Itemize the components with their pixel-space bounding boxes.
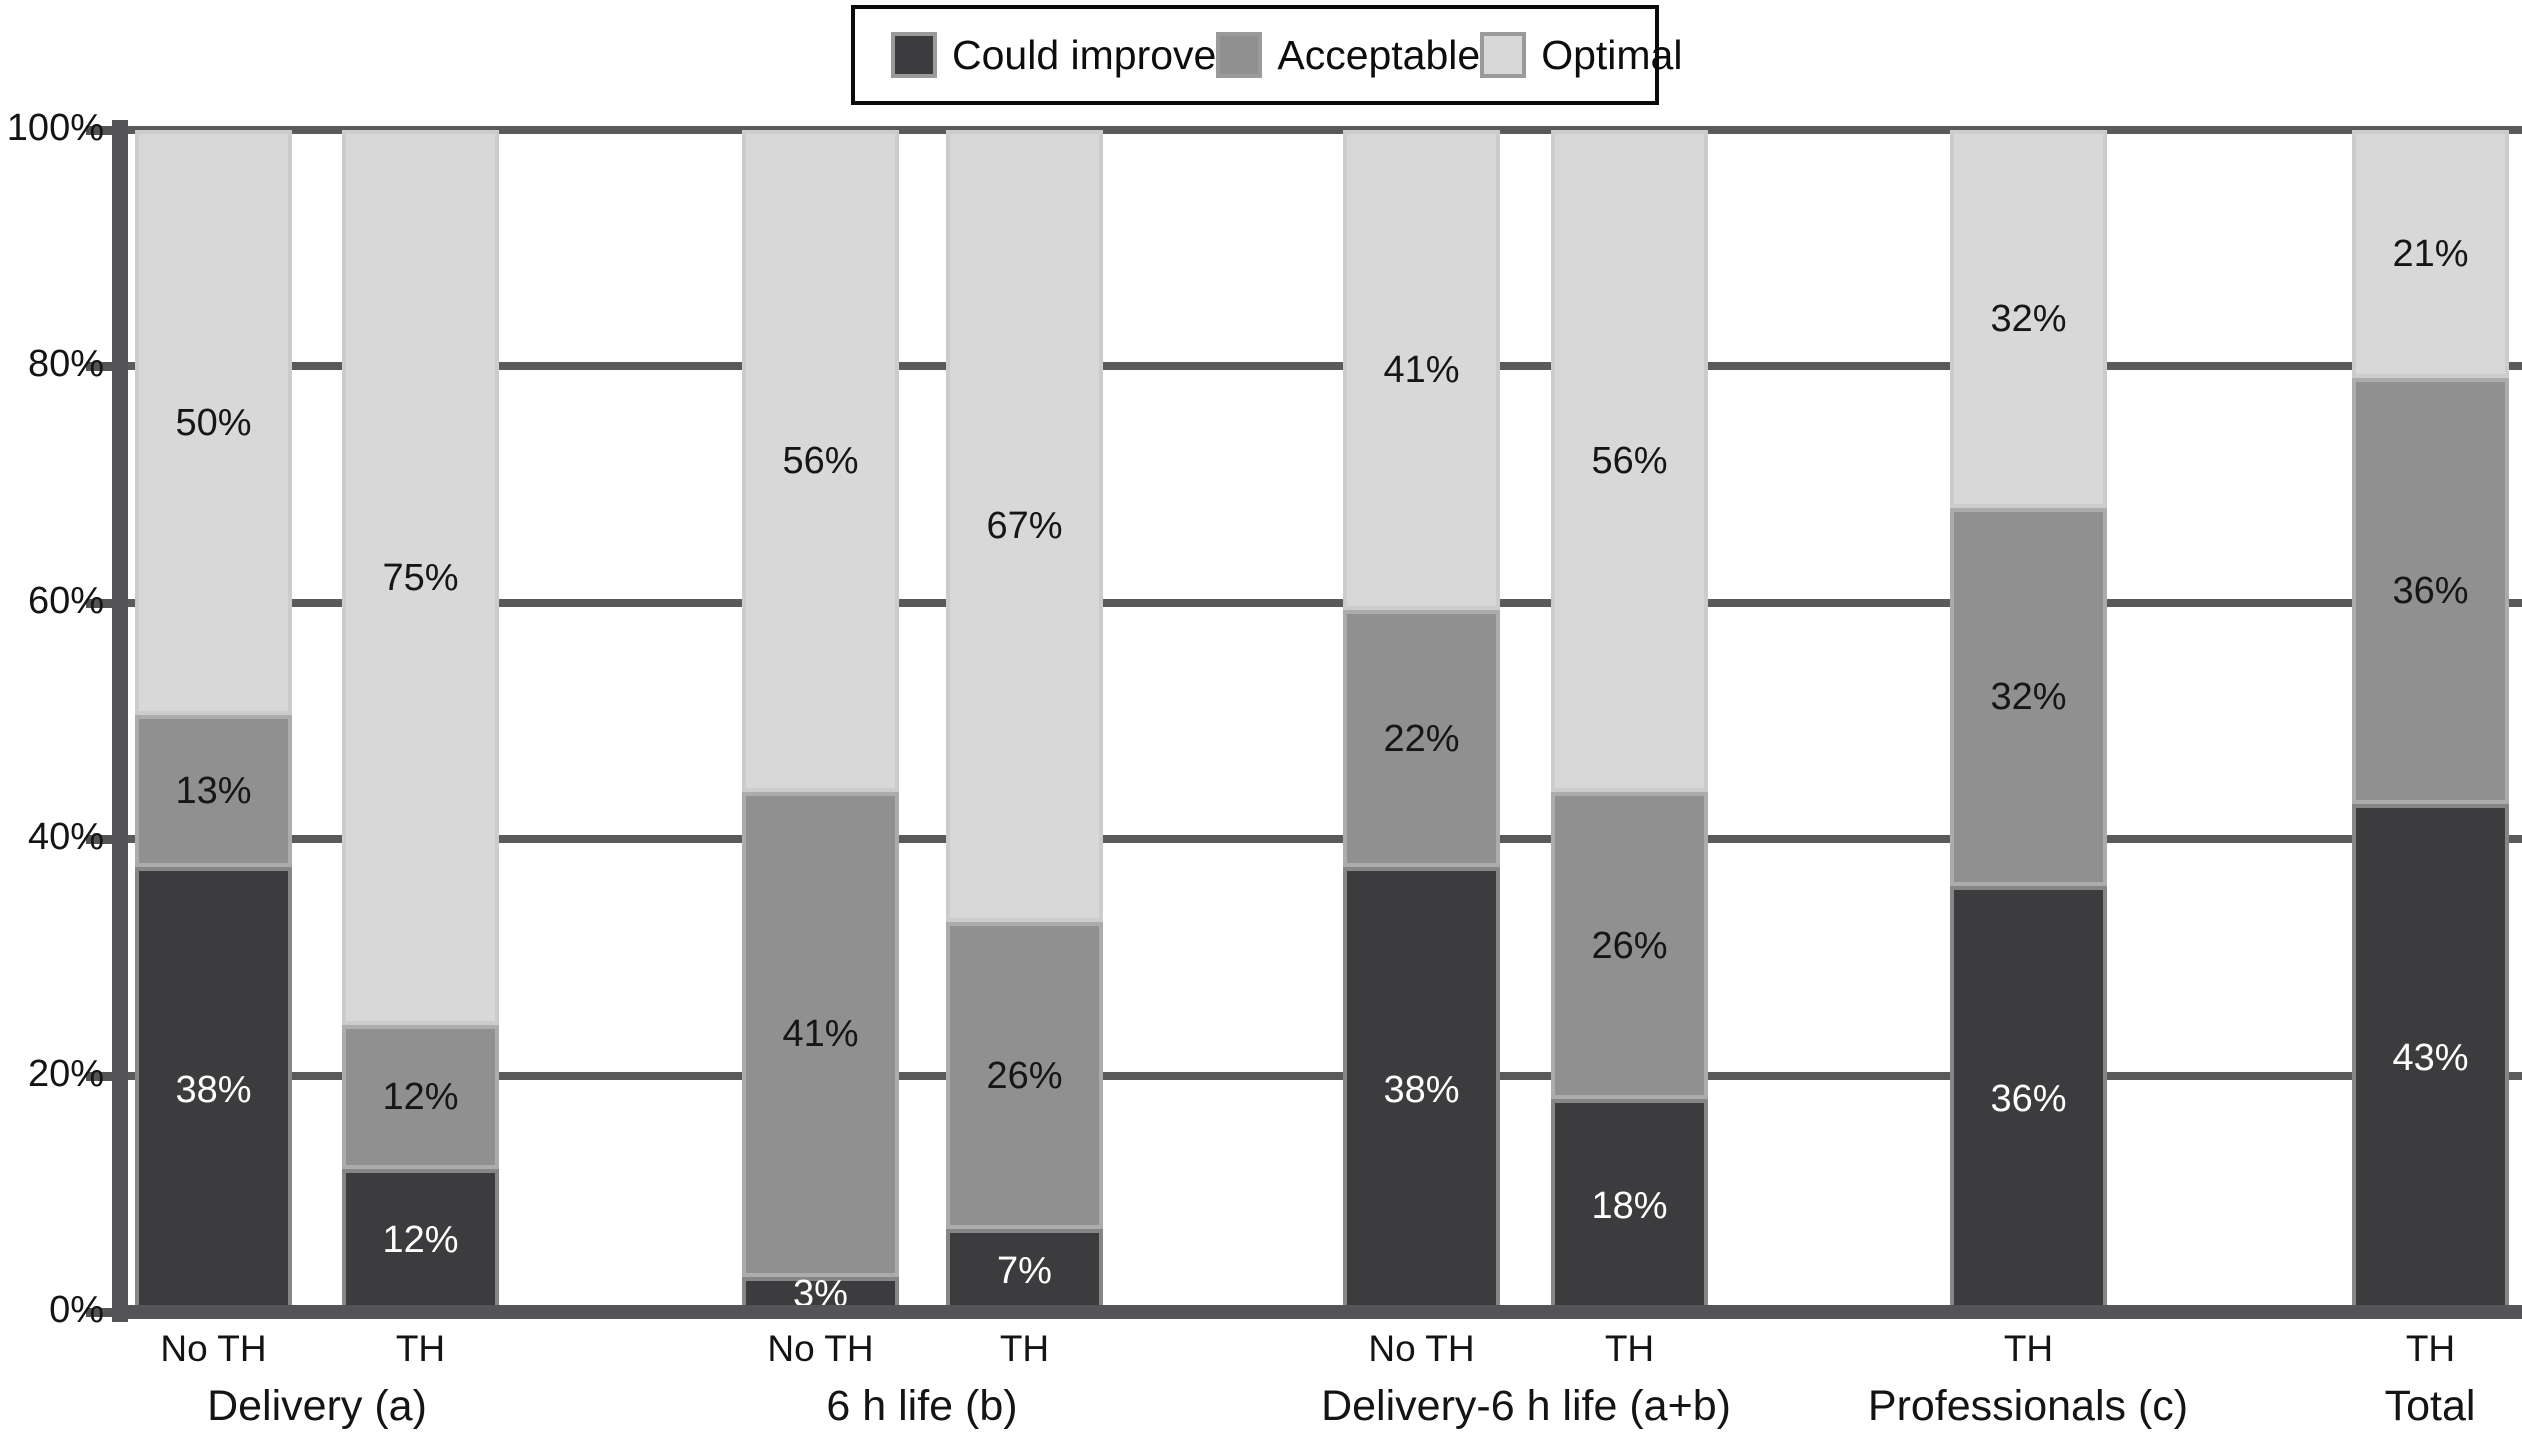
legend-item-acceptable: Acceptable — [1216, 32, 1480, 79]
y-axis-tick — [86, 1308, 128, 1317]
gridline — [112, 598, 2522, 607]
y-axis-label: 20% — [27, 1052, 104, 1095]
segment-optimal: 50% — [135, 130, 292, 716]
segment-could-improve: 38% — [1343, 867, 1500, 1312]
segment-value-label: 12% — [382, 1076, 459, 1119]
group-label: Total — [2384, 1382, 2476, 1430]
x-tick-label: No TH — [767, 1328, 874, 1369]
segment-value-label: 12% — [382, 1219, 459, 1262]
x-tick-label: TH — [1604, 1328, 1655, 1369]
segment-value-label: 50% — [175, 401, 252, 444]
segment-could-improve: 18% — [1551, 1099, 1708, 1312]
y-axis-label: 60% — [27, 579, 104, 622]
gridline — [112, 1071, 2522, 1080]
segment-optimal: 32% — [1950, 130, 2107, 509]
y-axis-tick — [86, 598, 128, 608]
segment-value-label: 7% — [997, 1249, 1052, 1292]
segment-value-label: 26% — [986, 1054, 1063, 1097]
y-axis-label: 100% — [6, 107, 104, 149]
segment-acceptable: 26% — [946, 921, 1103, 1230]
segment-value-label: 36% — [2392, 569, 2469, 612]
segment-value-label: 36% — [1990, 1078, 2067, 1121]
segment-acceptable: 32% — [1950, 508, 2107, 887]
x-tick-label: TH — [2405, 1328, 2456, 1369]
bar-no-th: 50% 13% 38% — [135, 130, 292, 1312]
x-tick-label: TH — [999, 1328, 1050, 1369]
segment-optimal: 75% — [342, 130, 499, 1026]
segment-acceptable: 36% — [2352, 378, 2509, 804]
segment-optimal: 21% — [2352, 130, 2509, 379]
segment-value-label: 22% — [1383, 717, 1460, 760]
segment-value-label: 26% — [1591, 924, 1668, 967]
gridline — [112, 835, 2522, 844]
segment-acceptable: 26% — [1551, 791, 1708, 1100]
legend-swatch-optimal-icon — [1480, 32, 1527, 78]
segment-value-label: 43% — [2392, 1036, 2469, 1079]
x-tick-label: TH — [2003, 1328, 2054, 1369]
segment-value-label: 21% — [2392, 233, 2469, 276]
bar-no-th: 56% 41% 3% — [742, 130, 899, 1314]
segment-acceptable: 13% — [135, 715, 292, 868]
segment-could-improve: 43% — [2352, 803, 2509, 1312]
y-axis-tick — [86, 362, 128, 372]
gridline — [112, 126, 2522, 134]
y-axis-line — [112, 120, 128, 1322]
bar-th: 21% 36% 43% — [2352, 130, 2509, 1312]
bar-th: 75% 12% 12% — [342, 130, 499, 1312]
y-axis-tick — [86, 126, 128, 135]
x-axis-line — [112, 1305, 2522, 1319]
gridline — [112, 362, 2522, 371]
segment-could-improve: 7% — [946, 1229, 1103, 1312]
x-tick-label: TH — [395, 1328, 446, 1369]
segment-optimal: 67% — [946, 130, 1103, 922]
y-axis-tick — [86, 1071, 128, 1081]
legend-swatch-acceptable-icon — [1216, 32, 1263, 78]
group-label: Professionals (c) — [1867, 1382, 2189, 1430]
segment-value-label: 13% — [175, 770, 252, 813]
segment-optimal: 56% — [742, 130, 899, 792]
segment-value-label: 56% — [782, 439, 859, 482]
segment-value-label: 38% — [1383, 1068, 1460, 1111]
y-axis-label: 80% — [27, 343, 104, 386]
segment-value-label: 75% — [382, 556, 459, 599]
segment-optimal: 41% — [1343, 130, 1500, 610]
chart-legend: Could improve Acceptable Optimal — [851, 5, 1682, 105]
segment-value-label: 56% — [1591, 439, 1668, 482]
segment-acceptable: 12% — [342, 1025, 499, 1169]
legend-item-optimal: Optimal — [1480, 32, 1682, 79]
legend-label-acceptable: Acceptable — [1277, 31, 1481, 78]
group-label: Delivery-6 h life (a+b) — [1321, 1382, 1731, 1430]
segment-acceptable: 41% — [742, 791, 899, 1277]
segment-value-label: 41% — [1383, 348, 1460, 391]
legend-item-could-improve: Could improve — [891, 32, 1216, 79]
bar-no-th: 41% 22% 38% — [1343, 130, 1500, 1312]
segment-value-label: 38% — [175, 1068, 252, 1111]
y-axis-label: 40% — [27, 816, 104, 859]
segment-value-label: 32% — [1990, 298, 2067, 341]
y-axis-label: 0% — [49, 1289, 104, 1331]
segment-could-improve: 36% — [1950, 886, 2107, 1312]
bar-th: 56% 26% 18% — [1551, 130, 1708, 1312]
segment-could-improve: 38% — [135, 867, 292, 1312]
segment-could-improve: 12% — [342, 1168, 499, 1312]
x-tick-label: No TH — [160, 1328, 267, 1369]
segment-acceptable: 22% — [1343, 609, 1500, 868]
bar-th: 67% 26% 7% — [946, 130, 1103, 1312]
group-label: 6 h life (b) — [826, 1382, 1018, 1430]
legend-label-optimal: Optimal — [1541, 31, 1683, 78]
legend-swatch-could-improve-icon — [891, 32, 937, 78]
legend-label-could-improve: Could improve — [952, 31, 1217, 78]
segment-value-label: 18% — [1591, 1184, 1668, 1227]
group-label: Delivery (a) — [207, 1382, 427, 1430]
segment-optimal: 56% — [1551, 130, 1708, 792]
bar-th: 32% 32% 36% — [1950, 130, 2107, 1312]
segment-value-label: 32% — [1990, 676, 2067, 719]
y-axis-tick — [86, 835, 128, 845]
segment-value-label: 41% — [782, 1013, 859, 1056]
x-tick-label: No TH — [1368, 1328, 1475, 1369]
segment-value-label: 67% — [986, 504, 1063, 547]
